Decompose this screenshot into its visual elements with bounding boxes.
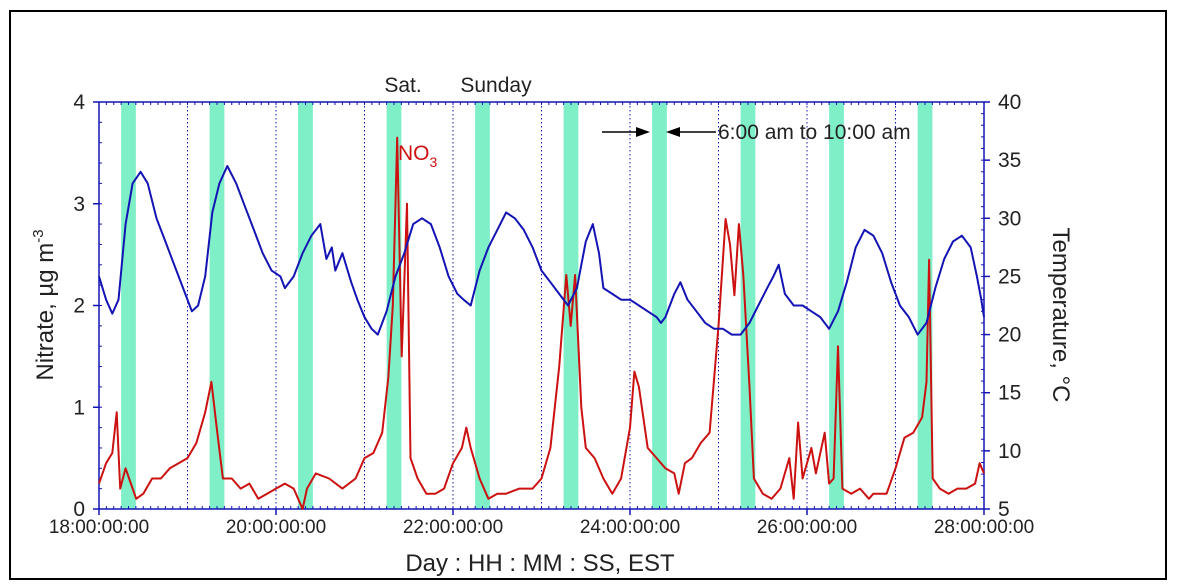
sat-label: Sat. <box>384 74 421 97</box>
right-y-tick-label: 15 <box>998 382 1021 405</box>
no3-series-label: NO3 <box>398 142 438 170</box>
left-axis-title-sup: -3 <box>30 229 47 242</box>
left-y-tick-label: 0 <box>73 498 85 521</box>
right-y-tick-label: 30 <box>998 207 1021 230</box>
sunday-label: Sunday <box>460 74 532 97</box>
band-time-label: 6:00 am to 10:00 am <box>718 121 911 144</box>
axis-ticks: 18:00:00:00 20:00:00:00 22:00:00:00 24:00:0… <box>49 91 1034 538</box>
band-arrow-left-head <box>636 127 650 137</box>
x-tick-label: 22:00:00:00 <box>403 517 503 538</box>
morning-band <box>740 102 756 509</box>
morning-band <box>121 102 136 509</box>
no3-series-line <box>98 136 985 510</box>
left-y-tick-label: 4 <box>73 91 85 114</box>
morning-band <box>563 102 579 509</box>
right-y-tick-label: 5 <box>998 498 1010 521</box>
right-axis-title: Temperature, °C <box>1047 228 1074 403</box>
left-y-tick-label: 1 <box>73 396 85 419</box>
right-y-tick-label: 20 <box>998 324 1021 347</box>
band-arrow-right-head <box>666 127 680 137</box>
series-layer <box>98 136 985 510</box>
no3-label-sub: 3 <box>430 154 438 170</box>
x-tick-label: 20:00:00:00 <box>226 517 326 538</box>
x-tick-label: 18:00:00:00 <box>49 517 149 538</box>
no3-label-main: NO <box>398 142 430 165</box>
left-axis-title-main: Nitrate, µg m <box>32 243 59 381</box>
morning-band <box>209 102 225 509</box>
x-tick-label: 28:00:00:00 <box>934 517 1034 538</box>
x-tick-label: 24:00:00:00 <box>580 517 680 538</box>
morning-band <box>652 102 667 509</box>
left-y-tick-label: 2 <box>73 295 85 318</box>
morning-band <box>917 102 933 509</box>
right-y-tick-label: 10 <box>998 440 1021 463</box>
right-y-tick-label: 25 <box>998 265 1021 288</box>
morning-band <box>298 102 313 509</box>
left-axis-title: Nitrate, µg m-3 <box>30 229 59 380</box>
band-annotation: 6:00 am to 10:00 am <box>602 121 911 144</box>
left-axis-title-text: Nitrate, µg m-3 <box>30 229 59 380</box>
day-divider-grid <box>187 102 896 509</box>
left-y-tick-label: 3 <box>73 193 85 216</box>
temperature-series-line <box>98 165 985 336</box>
x-axis-title: Day : HH : MM : SS, EST <box>405 550 675 577</box>
morning-band <box>475 102 490 509</box>
right-y-tick-label: 35 <box>998 149 1021 172</box>
x-tick-label: 26:00:00:00 <box>757 517 857 538</box>
right-y-tick-label: 40 <box>998 91 1021 114</box>
